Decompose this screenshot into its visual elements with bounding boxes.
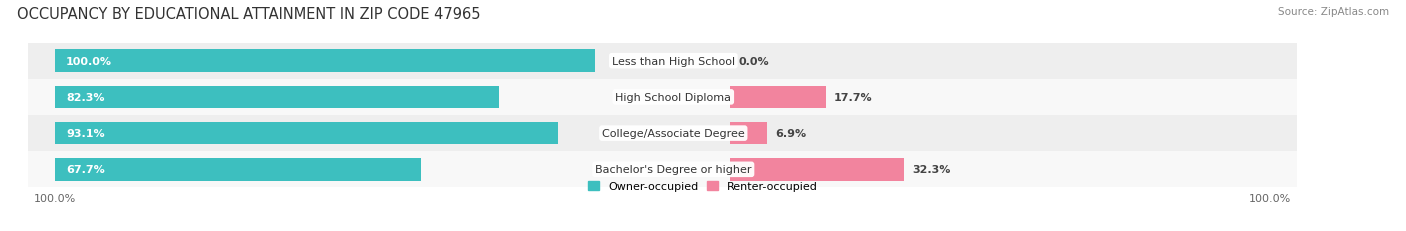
Text: Less than High School: Less than High School [612, 56, 735, 66]
Text: OCCUPANCY BY EDUCATIONAL ATTAINMENT IN ZIP CODE 47965: OCCUPANCY BY EDUCATIONAL ATTAINMENT IN Z… [17, 7, 481, 22]
Bar [55, 86, 499, 109]
Text: 17.7%: 17.7% [834, 92, 872, 103]
Text: 93.1%: 93.1% [66, 128, 104, 139]
Bar [730, 122, 768, 145]
Bar [28, 116, 1296, 152]
Bar [55, 50, 595, 73]
Text: 6.9%: 6.9% [775, 128, 807, 139]
Legend: Owner-occupied, Renter-occupied: Owner-occupied, Renter-occupied [583, 177, 823, 196]
Bar [55, 158, 420, 181]
Text: 100.0%: 100.0% [66, 56, 112, 66]
Bar [28, 79, 1296, 116]
Text: Bachelor's Degree or higher: Bachelor's Degree or higher [595, 165, 752, 175]
Text: 32.3%: 32.3% [912, 165, 950, 175]
Text: 67.7%: 67.7% [66, 165, 104, 175]
Bar [28, 43, 1296, 79]
Bar [55, 122, 558, 145]
Text: College/Associate Degree: College/Associate Degree [602, 128, 745, 139]
Text: 82.3%: 82.3% [66, 92, 104, 103]
Text: High School Diploma: High School Diploma [616, 92, 731, 103]
Text: Source: ZipAtlas.com: Source: ZipAtlas.com [1278, 7, 1389, 17]
Bar [28, 152, 1296, 188]
Text: 0.0%: 0.0% [738, 56, 769, 66]
Bar [730, 86, 825, 109]
Bar [730, 158, 904, 181]
